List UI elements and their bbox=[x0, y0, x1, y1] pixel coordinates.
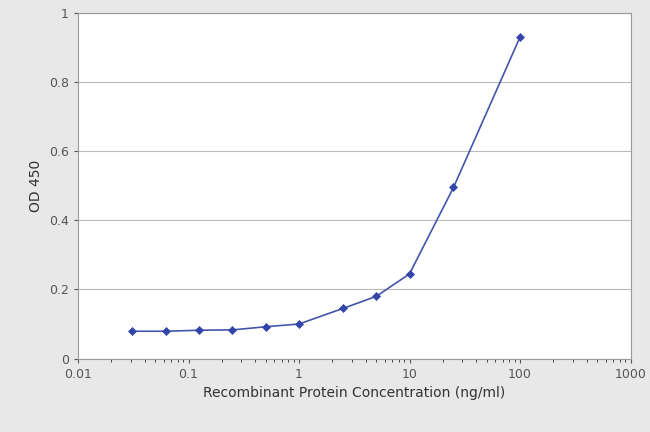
Y-axis label: OD 450: OD 450 bbox=[29, 160, 44, 212]
X-axis label: Recombinant Protein Concentration (ng/ml): Recombinant Protein Concentration (ng/ml… bbox=[203, 386, 506, 400]
